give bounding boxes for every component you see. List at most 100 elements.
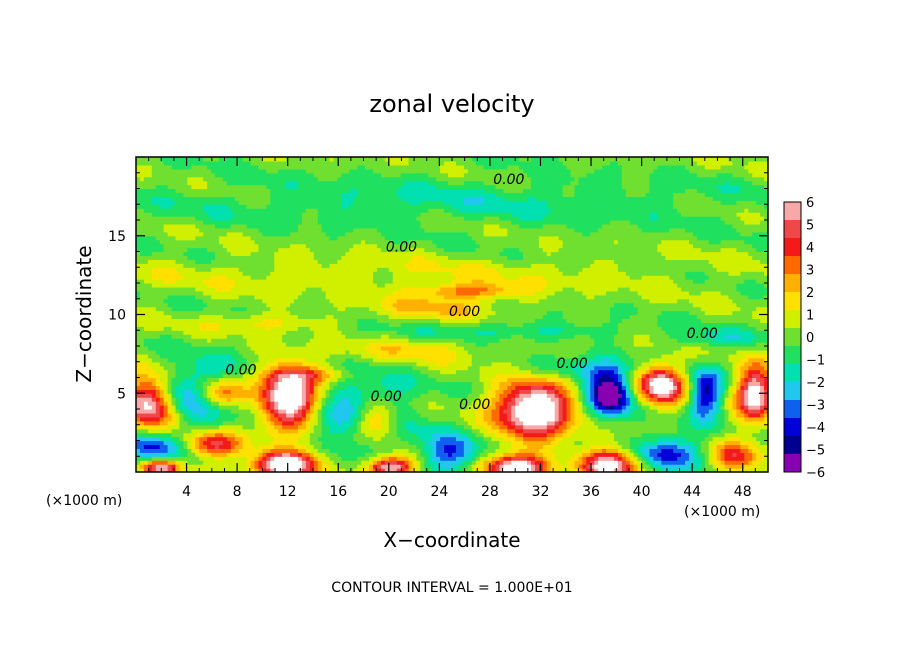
heatmap-cell	[309, 389, 315, 394]
heatmap-cell	[657, 416, 662, 422]
heatmap-cell	[515, 365, 520, 371]
heatmap-cell	[167, 448, 173, 453]
heatmap-cell	[681, 420, 686, 426]
heatmap-cell	[444, 401, 449, 406]
heatmap-cell	[720, 381, 726, 386]
heatmap-cell	[187, 361, 192, 367]
heatmap-cell	[440, 357, 445, 363]
heatmap-cell	[317, 401, 323, 406]
heatmap-cell	[459, 412, 465, 418]
heatmap-cell	[665, 468, 670, 472]
heatmap-cell	[317, 468, 323, 472]
heatmap-cell	[744, 460, 749, 465]
heatmap-cell	[748, 456, 753, 461]
heatmap-cell	[558, 416, 564, 422]
heatmap-cell	[365, 385, 370, 390]
heatmap-cell	[649, 464, 655, 469]
heatmap-cell	[590, 361, 595, 367]
heatmap-cell	[317, 361, 323, 367]
heatmap-cell	[388, 432, 394, 438]
heatmap-cell	[139, 349, 145, 355]
heatmap-cell	[412, 349, 418, 355]
heatmap-cell	[665, 420, 670, 426]
heatmap-cell	[578, 381, 583, 386]
heatmap-cell	[444, 349, 449, 355]
heatmap-cell	[487, 393, 493, 398]
heatmap-cell	[199, 361, 204, 367]
heatmap-cell	[290, 409, 295, 414]
heatmap-cell	[376, 361, 382, 367]
heatmap-cell	[246, 468, 252, 472]
heatmap-cell	[290, 412, 295, 418]
heatmap-cell	[384, 365, 390, 371]
heatmap-cell	[582, 353, 587, 359]
heatmap-cell	[621, 385, 627, 390]
heatmap-cell	[736, 440, 741, 446]
heatmap-cell	[550, 464, 556, 469]
heatmap-cell	[455, 420, 461, 426]
heatmap-cell	[412, 424, 418, 430]
heatmap-cell	[621, 373, 627, 379]
heatmap-cell	[716, 353, 722, 359]
heatmap-cell	[337, 409, 342, 414]
heatmap-cell	[143, 440, 149, 446]
heatmap-cell	[163, 353, 169, 359]
heatmap-cell	[147, 468, 153, 472]
heatmap-cell	[712, 412, 718, 418]
heatmap-cell	[301, 456, 307, 461]
heatmap-cell	[657, 448, 662, 453]
heatmap-cell	[404, 381, 410, 386]
heatmap-cell	[396, 405, 402, 410]
heatmap-cell	[199, 385, 204, 390]
heatmap-cell	[313, 436, 319, 442]
heatmap-cell	[602, 436, 607, 442]
heatmap-cell	[215, 452, 220, 457]
heatmap-cell	[546, 373, 552, 379]
heatmap-cell	[641, 428, 647, 434]
heatmap-cell	[246, 456, 252, 461]
heatmap-cell	[278, 397, 283, 402]
heatmap-cell	[685, 456, 690, 461]
heatmap-cell	[542, 456, 548, 461]
heatmap-cell	[471, 377, 477, 383]
heatmap-cell	[171, 369, 177, 375]
heatmap-cell	[211, 401, 216, 406]
heatmap-cell	[704, 452, 710, 457]
heatmap-cell	[669, 412, 674, 418]
heatmap-cell	[246, 397, 252, 402]
heatmap-cell	[179, 464, 184, 469]
heatmap-cell	[760, 416, 765, 422]
heatmap-cell	[408, 416, 414, 422]
heatmap-cell	[297, 436, 303, 442]
heatmap-cell	[143, 448, 149, 453]
heatmap-cell	[207, 468, 212, 472]
heatmap-cell	[641, 440, 647, 446]
heatmap-cell	[400, 460, 406, 465]
heatmap-cell	[625, 373, 631, 379]
heatmap-cell	[349, 409, 354, 414]
heatmap-cell	[297, 357, 303, 363]
heatmap-cell	[546, 353, 552, 359]
heatmap-cell	[748, 448, 753, 453]
heatmap-cell	[337, 416, 342, 422]
heatmap-cell	[708, 428, 714, 434]
heatmap-cell	[550, 349, 556, 355]
heatmap-cell	[388, 361, 394, 367]
heatmap-cell	[195, 424, 200, 430]
heatmap-cell	[673, 397, 678, 402]
heatmap-cell	[199, 409, 204, 414]
heatmap-cell	[744, 448, 749, 453]
heatmap-cell	[633, 428, 639, 434]
heatmap-cell	[345, 412, 350, 418]
heatmap-cell	[211, 393, 216, 398]
heatmap-cell	[661, 361, 666, 367]
heatmap-cell	[305, 397, 311, 402]
heatmap-cell	[645, 393, 651, 398]
heatmap-cell	[321, 385, 327, 390]
heatmap-cell	[301, 452, 307, 457]
heatmap-cell	[700, 397, 706, 402]
heatmap-cell	[242, 377, 248, 383]
heatmap-cell	[692, 468, 698, 472]
heatmap-cell	[724, 405, 730, 410]
heatmap-cell	[317, 405, 323, 410]
